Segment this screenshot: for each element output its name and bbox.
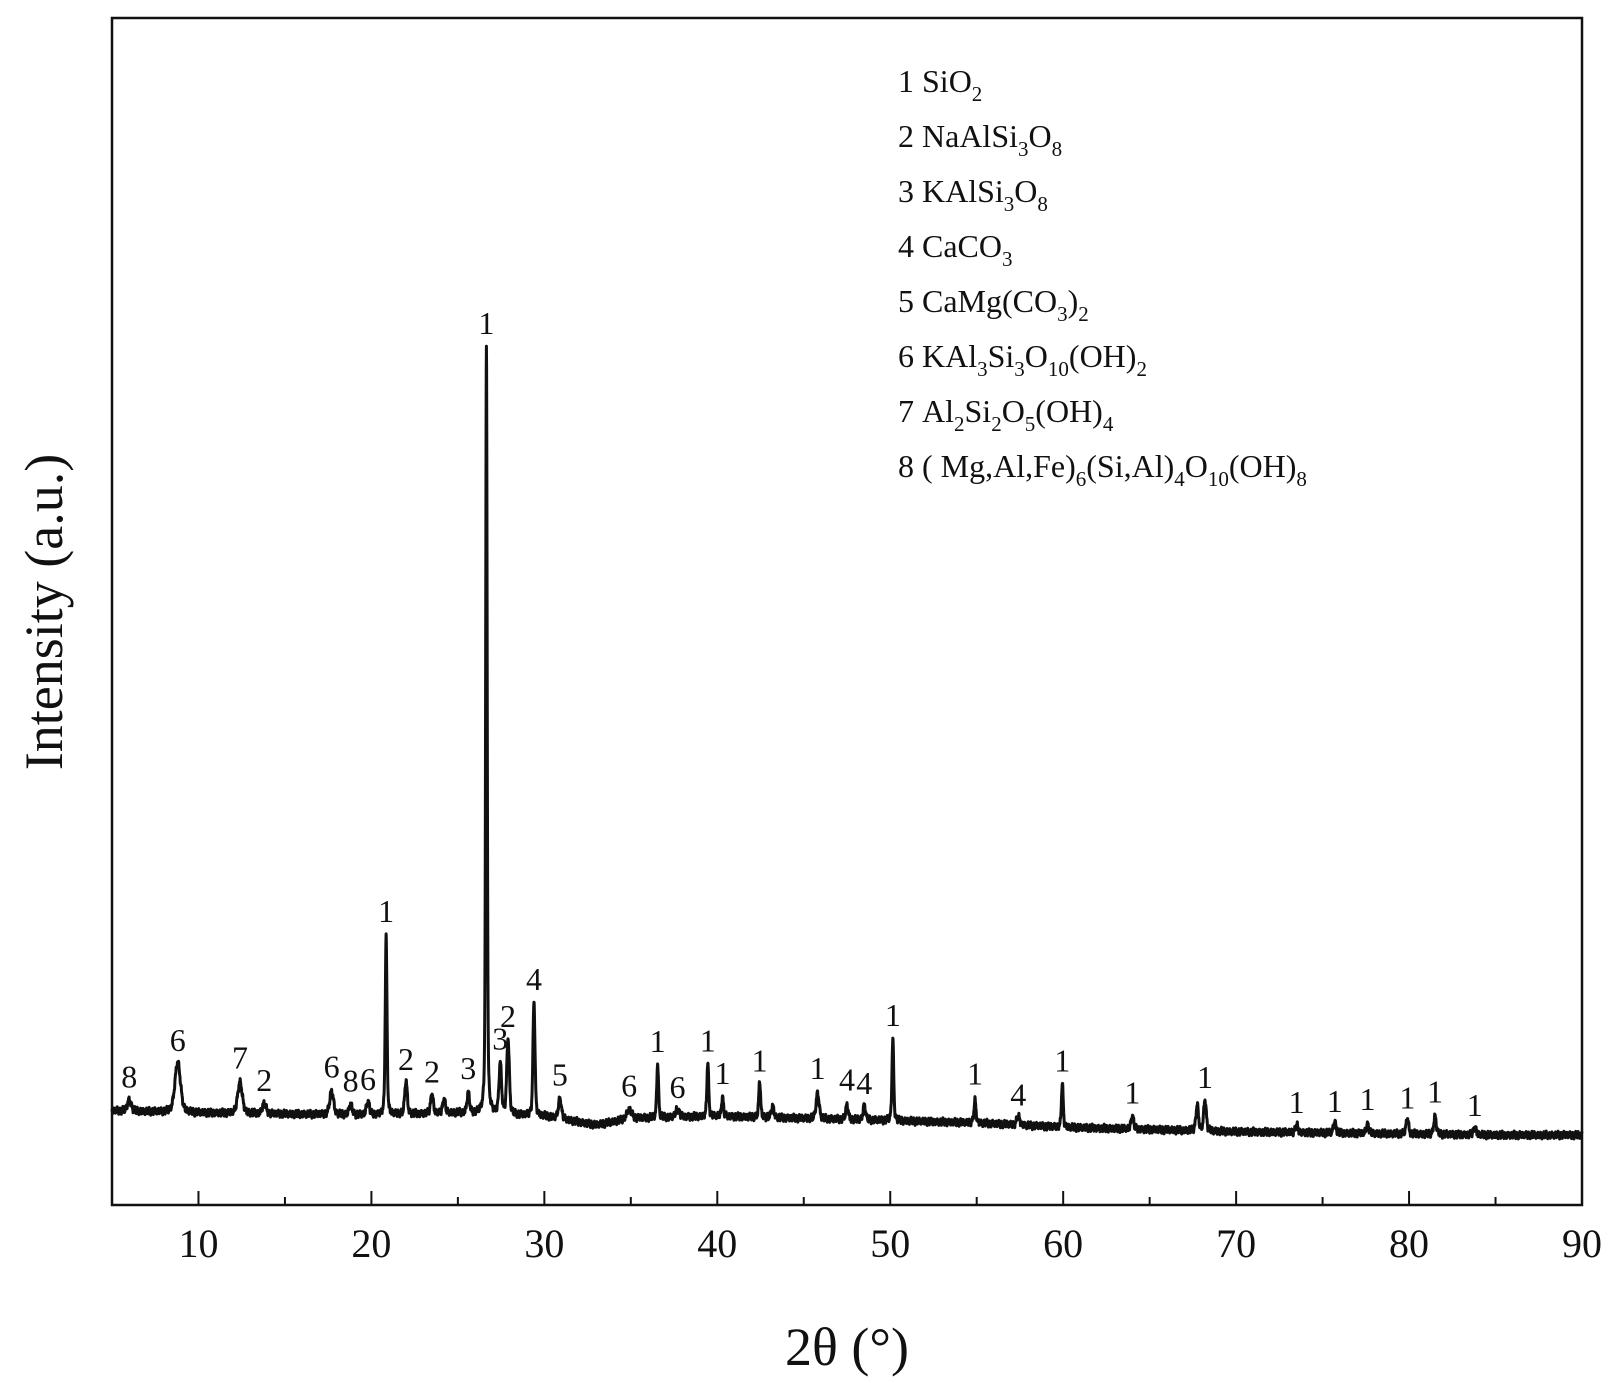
peak-label: 1 [378, 893, 394, 929]
legend-number: 3 [898, 173, 914, 209]
peak-label: 1 [1399, 1079, 1415, 1115]
peak-label: 4 [526, 961, 542, 997]
x-tick-label: 90 [1562, 1221, 1602, 1266]
peak-label: 1 [885, 997, 901, 1033]
peak-label: 4 [856, 1065, 872, 1101]
peak-label: 4 [839, 1062, 855, 1098]
legend-entry: 3 KAlSi3O8 [898, 173, 1048, 216]
legend-number: 7 [898, 393, 914, 429]
peak-label: 3 [460, 1050, 476, 1086]
peak-label: 1 [1360, 1081, 1376, 1117]
x-tick-label: 20 [351, 1221, 391, 1266]
peak-label: 8 [343, 1063, 359, 1099]
peak-label: 6 [170, 1022, 186, 1058]
x-tick-label: 40 [697, 1221, 737, 1266]
x-tick-label: 50 [870, 1221, 910, 1266]
peak-label: 1 [1327, 1083, 1343, 1119]
x-tick-label: 30 [524, 1221, 564, 1266]
peak-label: 1 [714, 1055, 730, 1091]
legend-number: 6 [898, 338, 914, 374]
peak-label: 1 [967, 1056, 983, 1092]
legend-entry: 2 NaAlSi3O8 [898, 118, 1062, 161]
peak-label: 1 [1427, 1074, 1443, 1110]
peak-label: 2 [500, 998, 516, 1034]
legend-number: 1 [898, 63, 914, 99]
peak-label: 6 [670, 1069, 686, 1105]
diffraction-series [110, 344, 1584, 1141]
peak-label: 1 [1467, 1087, 1483, 1123]
peak-label: 1 [1197, 1059, 1213, 1095]
peak-label: 6 [621, 1067, 637, 1103]
legend-number: 8 [898, 448, 914, 484]
diffraction-pattern-line [110, 344, 1584, 1141]
peak-label: 1 [1054, 1043, 1070, 1079]
x-axis-label: 2θ (°) [785, 1317, 909, 1377]
peak-label: 6 [360, 1061, 376, 1097]
legend-entry: 4 CaCO3 [898, 228, 1013, 271]
peak-label: 1 [650, 1023, 666, 1059]
peak-label: 4 [1010, 1076, 1026, 1112]
peak-label: 2 [256, 1062, 272, 1098]
peak-label: 1 [478, 305, 494, 341]
legend-entry: 7 Al2Si2O5(OH)4 [898, 393, 1114, 436]
legend-entry: 5 CaMg(CO3)2 [898, 283, 1089, 326]
legend-entry: 6 KAl3Si3O10(OH)2 [898, 338, 1147, 381]
peak-label: 3 [492, 1020, 508, 1056]
legend: 1 SiO2 2 NaAlSi3O8 3 KAlSi3O8 4 CaCO3 5 CaMg… [898, 63, 1307, 491]
x-tick-label: 60 [1043, 1221, 1083, 1266]
peak-label: 5 [552, 1056, 568, 1092]
peak-label: 1 [1124, 1075, 1140, 1111]
peak-label: 1 [810, 1050, 826, 1086]
legend-entry: 1 SiO2 [898, 63, 982, 106]
x-axis-tick-labels: 10 20 30 40 50 60 70 80 90 [178, 1221, 1602, 1266]
x-tick-label: 70 [1216, 1221, 1256, 1266]
plot-frame [110, 16, 1584, 1207]
legend-number: 2 [898, 118, 914, 154]
legend-entry: 8 ( Mg,Al,Fe)6(Si,Al)4O10(OH)8 [898, 448, 1307, 491]
legend-number: 4 [898, 228, 914, 264]
x-tick-label: 10 [178, 1221, 218, 1266]
peak-label: 7 [232, 1039, 248, 1075]
peak-label: 8 [121, 1058, 137, 1094]
legend-number: 5 [898, 283, 914, 319]
x-axis-ticks [111, 1191, 1583, 1205]
peak-label: 2 [424, 1054, 440, 1090]
peak-label: 1 [700, 1023, 716, 1059]
peak-label: 1 [752, 1042, 768, 1078]
x-tick-label: 80 [1389, 1221, 1429, 1266]
peak-label: 2 [398, 1041, 414, 1077]
peak-label: 1 [1289, 1084, 1305, 1120]
y-axis-label: Intensity (a.u.) [14, 454, 74, 770]
peak-label: 6 [324, 1048, 340, 1084]
